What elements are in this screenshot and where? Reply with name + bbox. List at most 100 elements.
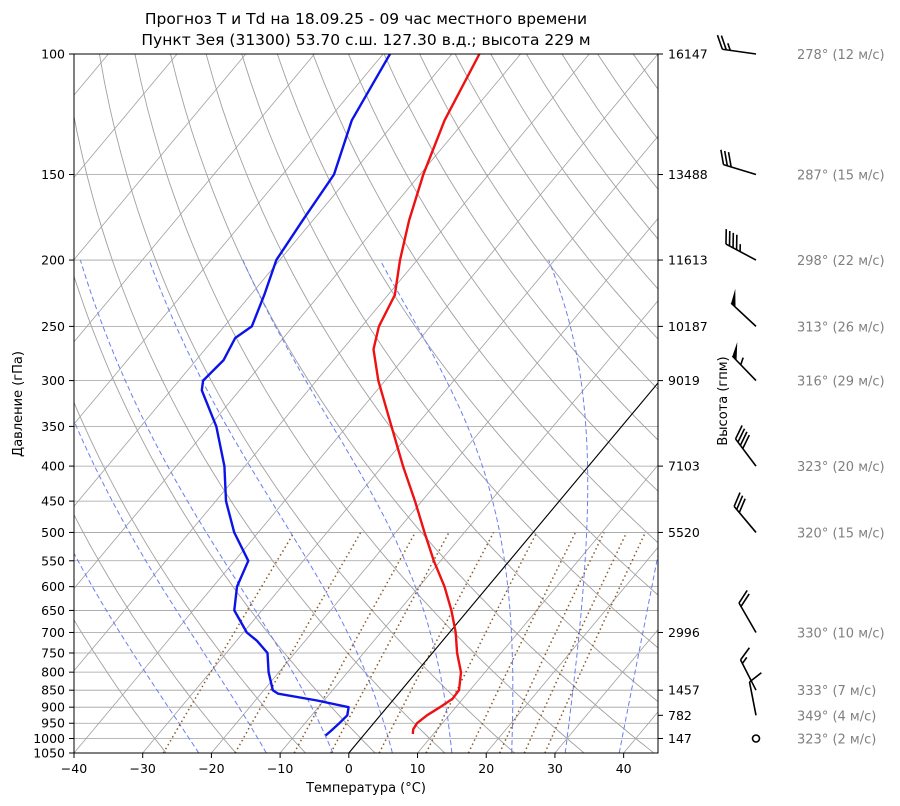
barb-full <box>720 149 725 165</box>
wind-label: 330° (10 м/с) <box>797 626 885 641</box>
moist-adiabat <box>242 259 453 753</box>
wind-label: 349° (4 м/с) <box>797 709 876 724</box>
chart-subtitle: Пункт Зея (31300) 53.70 с.ш. 127.30 в.д.… <box>141 31 590 49</box>
moist-adiabat <box>148 259 393 753</box>
dry-adiabat <box>98 54 515 753</box>
barb-full <box>739 647 751 661</box>
dry-adiabat <box>704 54 900 753</box>
wind-label: 323° (20 м/с) <box>797 460 885 475</box>
moist-adiabat <box>74 419 267 753</box>
dry-adiabat <box>383 54 658 441</box>
y-tick-label: 250 <box>41 319 65 334</box>
dry-adiabat <box>419 54 658 390</box>
barb-full <box>733 492 741 507</box>
moist-adiabat <box>618 552 658 753</box>
height-tick-label: 16147 <box>668 47 708 62</box>
chart-title: Прогноз T и Td на 18.09.25 - 09 час мест… <box>145 10 587 28</box>
x-tick-label: −20 <box>198 761 224 776</box>
mixing-ratio-line <box>498 532 605 753</box>
dry-adiabat <box>882 54 900 753</box>
y-tick-label: 850 <box>41 683 65 698</box>
dry-adiabat <box>348 54 658 492</box>
y-tick-label: 700 <box>41 625 65 640</box>
wind-barb <box>730 288 757 327</box>
wind-barb <box>739 647 757 691</box>
wind-barb <box>725 229 757 261</box>
barb-half <box>741 656 748 664</box>
y-tick-label: 550 <box>41 553 65 568</box>
wind-barb <box>748 672 762 716</box>
barb-shaft <box>738 602 757 633</box>
wind-label: 313° (26 м/с) <box>797 320 885 335</box>
height-tick-label: 13488 <box>668 167 708 182</box>
x-tick-label: 40 <box>616 761 632 776</box>
y-tick-label: 1000 <box>33 731 65 746</box>
wind-barb <box>733 492 757 533</box>
y-tick-label: 150 <box>41 167 65 182</box>
dewpoint-profile <box>200 54 392 737</box>
y-tick-label: 400 <box>41 459 65 474</box>
isotherm-line <box>74 54 384 425</box>
height-tick-label: 5520 <box>668 525 700 540</box>
x-tick-label: −10 <box>267 761 293 776</box>
wind-barb <box>731 341 757 382</box>
y-tick-label: 300 <box>41 373 65 388</box>
y-tick-label: 750 <box>41 645 65 660</box>
y-tick-label: 500 <box>41 525 65 540</box>
wind-barb <box>716 34 757 55</box>
barb-full <box>739 431 748 446</box>
isotherm-line <box>554 629 658 753</box>
isotherm-line <box>74 54 178 178</box>
y-tick-label: 350 <box>41 419 65 434</box>
dry-adiabat <box>811 54 900 753</box>
dry-adiabat <box>134 54 585 753</box>
barb-half <box>739 357 744 366</box>
mixing-ratio-line <box>467 532 577 753</box>
dry-adiabat <box>74 114 446 753</box>
dry-adiabat <box>740 54 900 753</box>
x-tick-label: −30 <box>130 761 156 776</box>
height-tick-label: 7103 <box>668 459 700 474</box>
wind-barb <box>734 425 757 467</box>
barb-full <box>734 425 743 440</box>
barb-full <box>727 152 732 168</box>
isotherm-line <box>211 217 658 753</box>
y-tick-label: 650 <box>41 603 65 618</box>
barb-full <box>740 593 750 607</box>
plot-frame <box>73 53 659 754</box>
barb-full <box>723 150 729 166</box>
x-tick-label: 10 <box>410 761 426 776</box>
wind-label: 287° (15 м/с) <box>797 169 885 184</box>
height-tick-label: 2996 <box>668 625 700 640</box>
mixing-ratio-line <box>234 532 362 753</box>
isotherm-line <box>74 54 315 343</box>
dry-adiabat <box>74 401 306 753</box>
barb-full <box>738 498 746 513</box>
barb-shaft <box>733 505 757 533</box>
wind-barbs: 323° (2 м/с) 349° (4 м/с) 333° (7 м/с) 330°… <box>716 34 885 747</box>
barb-full <box>720 35 728 51</box>
height-axis: 16147 13488 11613 10187 9019 7103 5520 2996 1457… <box>658 47 708 746</box>
wind-label: 298° (22 м/с) <box>797 254 885 269</box>
barb-full <box>735 495 744 510</box>
barb-shaft <box>748 681 757 716</box>
dry-adiabat <box>74 513 237 753</box>
dry-adiabat <box>454 54 658 340</box>
wind-barb <box>738 590 757 633</box>
dry-adiabat <box>847 54 900 753</box>
mixing-ratio-line <box>544 532 647 753</box>
y-axis-label-right: Высота (гпм) <box>716 356 731 445</box>
mixing-ratio-line <box>523 532 628 753</box>
isotherm-line <box>74 54 247 261</box>
height-tick-label: 11613 <box>668 253 708 268</box>
y-tick-label: 450 <box>41 494 65 509</box>
y-tick-label: 800 <box>41 665 65 680</box>
wind-label: 333° (7 м/с) <box>797 684 876 699</box>
x-tick-label: 0 <box>345 761 353 776</box>
barb-shaft <box>722 48 757 55</box>
x-axis-label: Температура (°C) <box>305 781 426 796</box>
dry-adiabat <box>526 54 658 240</box>
isotherm-line <box>348 382 658 753</box>
moist-adiabat <box>379 259 514 753</box>
